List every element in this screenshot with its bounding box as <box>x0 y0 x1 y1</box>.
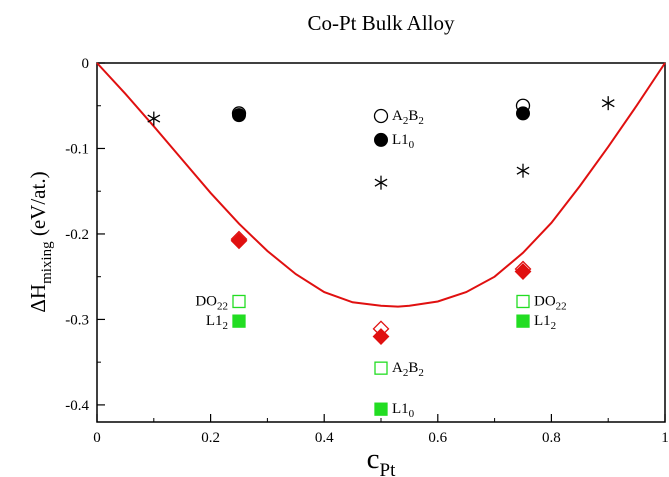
chart-title: Co-Pt Bulk Alloy <box>307 11 455 35</box>
asterisk-marker <box>517 164 529 178</box>
structure-label: A2B2 <box>392 108 424 127</box>
structure-label-base: DO <box>195 293 217 309</box>
structure-label-sub: 0 <box>409 408 415 420</box>
filled-square-marker <box>375 403 387 415</box>
open-square-marker <box>375 362 387 374</box>
structure-label-sub: 22 <box>217 300 228 312</box>
data-markers <box>148 96 615 415</box>
asterisk-marker <box>148 112 160 126</box>
y-tick-label: -0.1 <box>65 141 89 157</box>
structure-label: DO22 <box>195 293 228 312</box>
x-tick-label: 0.6 <box>428 430 447 446</box>
structure-label: DO22 <box>534 293 567 312</box>
x-axis: 0 0.2 0.4 0.6 0.8 1 <box>93 414 669 446</box>
x-tick-label: 0 <box>93 430 101 446</box>
structure-label-sub: 2 <box>551 320 557 332</box>
structure-label-base: A <box>392 360 403 376</box>
structure-label-sub2: 2 <box>418 367 424 379</box>
x-tick-label: 0.4 <box>315 430 334 446</box>
open-square-marker <box>517 295 529 307</box>
x-tick-label: 0.2 <box>201 430 220 446</box>
structure-label: L10 <box>392 401 415 420</box>
structure-label-base: DO <box>534 293 556 309</box>
x-axis-label: cPt <box>367 443 396 477</box>
structure-label-sub2: 2 <box>418 115 424 127</box>
structure-label-base: L1 <box>392 132 409 148</box>
x-tick-label: 0.8 <box>542 430 561 446</box>
y-axis-label-prefix: ΔH <box>26 284 50 313</box>
filled-circle-marker <box>374 133 388 147</box>
filled-circle-marker <box>516 106 530 120</box>
asterisk-marker <box>602 96 614 110</box>
open-square-marker <box>233 295 245 307</box>
structure-label-base2: B <box>408 108 418 124</box>
structure-label: A2B2 <box>392 360 424 379</box>
plot-frame <box>97 63 665 422</box>
structure-label-base: L1 <box>392 401 409 417</box>
structure-label-base: L1 <box>534 313 551 329</box>
x-tick-label: 1 <box>661 430 669 446</box>
y-tick-label: -0.4 <box>65 398 89 414</box>
y-tick-label: -0.3 <box>65 312 89 328</box>
structure-label-base: L1 <box>206 313 223 329</box>
y-tick-label: 0 <box>82 56 90 72</box>
structure-label-sub: 22 <box>556 300 567 312</box>
structure-label-sub: 2 <box>223 320 229 332</box>
y-axis: 0 -0.1 -0.2 -0.3 -0.4 <box>65 56 105 414</box>
structure-label-base2: B <box>408 360 418 376</box>
structure-label-base: A <box>392 108 403 124</box>
filled-square-marker <box>233 315 245 327</box>
open-circle-marker <box>375 109 388 122</box>
structure-label-sub: 0 <box>409 139 415 151</box>
structure-label: L10 <box>392 132 415 151</box>
structure-label: L12 <box>206 313 228 332</box>
asterisk-marker <box>375 176 387 190</box>
x-axis-label-main: c <box>367 443 380 475</box>
y-axis-label: ΔHmixing (eV/at.) <box>26 171 55 312</box>
y-tick-label: -0.2 <box>65 227 89 243</box>
y-axis-label-suffix: (eV/at.) <box>26 171 50 241</box>
structure-label: L12 <box>534 313 556 332</box>
x-axis-label-sub: Pt <box>380 460 397 477</box>
filled-square-marker <box>517 315 529 327</box>
y-axis-label-sub: mixing <box>39 241 55 284</box>
